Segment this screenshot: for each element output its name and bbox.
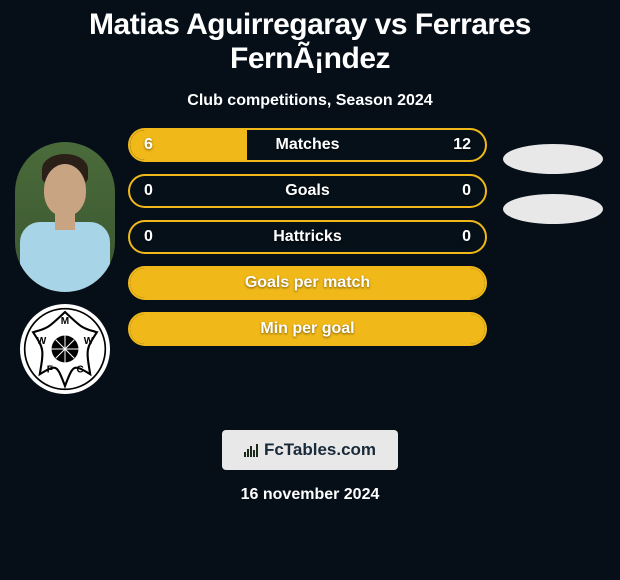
- svg-text:M: M: [61, 316, 69, 327]
- stat-label: Goals: [285, 182, 329, 200]
- page-subtitle: Club competitions, Season 2024: [0, 80, 620, 128]
- stat-label: Hattricks: [273, 228, 341, 246]
- brand-text: FcTables.com: [264, 440, 376, 460]
- chart-icon: [244, 443, 258, 457]
- stat-value-left: 6: [144, 136, 153, 154]
- page-title: Matias Aguirregaray vs Ferrares FernÃ¡nd…: [0, 0, 620, 80]
- svg-text:C: C: [76, 365, 83, 376]
- svg-text:W: W: [84, 336, 94, 347]
- stat-bar: 6 Matches 12: [128, 128, 487, 162]
- stat-label: Min per goal: [260, 320, 354, 338]
- stat-bar: Goals per match: [128, 266, 487, 300]
- stat-label: Matches: [275, 136, 339, 154]
- stats-bars: 6 Matches 12 0 Goals 0 0 Hattricks 0 Goals per ma…: [120, 128, 495, 346]
- stat-label: Goals per match: [245, 274, 370, 292]
- club-badge: M W W F C: [20, 304, 110, 394]
- stat-bar: 0 Goals 0: [128, 174, 487, 208]
- stat-value-left: 0: [144, 182, 153, 200]
- opponent-avatar-placeholder: [503, 144, 603, 174]
- svg-text:W: W: [37, 336, 47, 347]
- stat-value-right: 0: [462, 182, 471, 200]
- svg-text:F: F: [47, 365, 53, 376]
- footer: FcTables.com 16 november 2024: [0, 430, 620, 504]
- brand-pill: FcTables.com: [222, 430, 398, 470]
- stat-value-left: 0: [144, 228, 153, 246]
- footer-date: 16 november 2024: [241, 486, 380, 504]
- right-column: [495, 128, 610, 224]
- stat-bar: Min per goal: [128, 312, 487, 346]
- left-column: M W W F C: [10, 128, 120, 394]
- opponent-badge-placeholder: [503, 194, 603, 224]
- player-avatar: [15, 142, 115, 292]
- stat-value-right: 0: [462, 228, 471, 246]
- stat-value-right: 12: [453, 136, 471, 154]
- comparison-content: M W W F C 6 Matches 12 0 Goals 0 0 Hattricks 0 Go…: [0, 128, 620, 394]
- stat-bar: 0 Hattricks 0: [128, 220, 487, 254]
